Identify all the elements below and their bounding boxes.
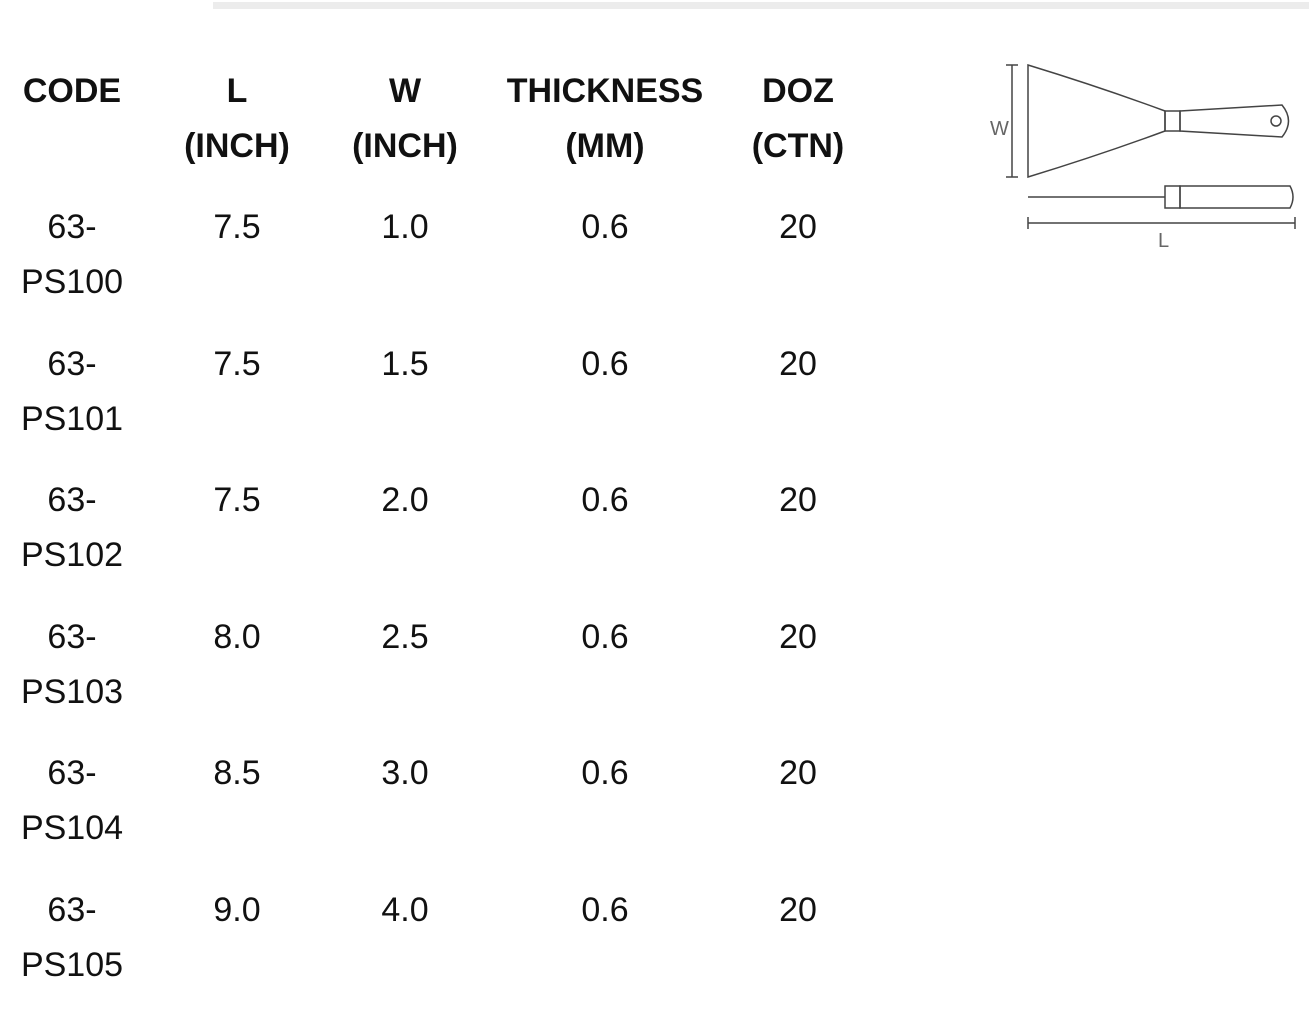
hole xyxy=(1270,115,1282,127)
spec-value: 7.5 xyxy=(213,344,261,383)
spec-value: 0.6 xyxy=(581,891,629,929)
header-label: W xyxy=(388,72,422,110)
header-unit: (INCH) xyxy=(184,127,290,165)
spec-value: 0.6 xyxy=(581,481,629,520)
spec-value: 1.5 xyxy=(381,344,429,383)
side-ferrule xyxy=(1164,185,1181,209)
product-code: 63-PS100 xyxy=(20,208,124,301)
spec-value: 0.6 xyxy=(581,754,629,793)
spec-value: 2.5 xyxy=(381,617,429,656)
header-unit: (INCH) xyxy=(352,127,458,165)
spec-value: 20 xyxy=(779,344,817,383)
spec-value: 20 xyxy=(779,617,817,656)
product-code: 63-PS105 xyxy=(20,891,124,984)
spec-value: 20 xyxy=(779,754,817,793)
spec-value: 9.0 xyxy=(213,891,261,929)
spec-value: 0.6 xyxy=(581,617,629,656)
ferrule xyxy=(1164,110,1181,132)
spec-value: 20 xyxy=(779,481,817,520)
spec-value: 1.0 xyxy=(381,208,429,246)
handle xyxy=(1179,104,1290,138)
spec-value: 20 xyxy=(779,208,817,246)
spec-value: 0.6 xyxy=(581,344,629,383)
product-code: 63-PS101 xyxy=(20,344,124,438)
blade xyxy=(1027,63,1166,179)
spec-value: 2.0 xyxy=(381,481,429,520)
side-handle xyxy=(1179,185,1294,209)
header-label: DOZ xyxy=(762,72,834,110)
spec-value: 7.5 xyxy=(213,208,261,246)
spec-value: 3.0 xyxy=(381,754,429,793)
spec-value: 8.0 xyxy=(213,617,261,656)
header-label: L xyxy=(226,72,248,110)
header-unit: (MM) xyxy=(565,127,645,165)
spec-value: 8.5 xyxy=(213,754,261,793)
spec-value: 20 xyxy=(779,891,817,929)
product-code: 63-PS104 xyxy=(20,754,124,848)
product-code: 63-PS103 xyxy=(20,617,124,711)
header-unit: (CTN) xyxy=(751,127,845,165)
spec-value: 4.0 xyxy=(381,891,429,929)
product-code: 63-PS102 xyxy=(20,481,124,575)
spatula-diagram: W L xyxy=(990,63,1296,252)
header-label: CODE xyxy=(22,72,122,110)
l-label: L xyxy=(1158,230,1169,252)
w-label: W xyxy=(990,118,1009,140)
top-bar xyxy=(213,2,1309,9)
header-label: THICKNESS xyxy=(506,72,704,110)
spec-value: 0.6 xyxy=(581,208,629,246)
spec-value: 7.5 xyxy=(213,481,261,520)
